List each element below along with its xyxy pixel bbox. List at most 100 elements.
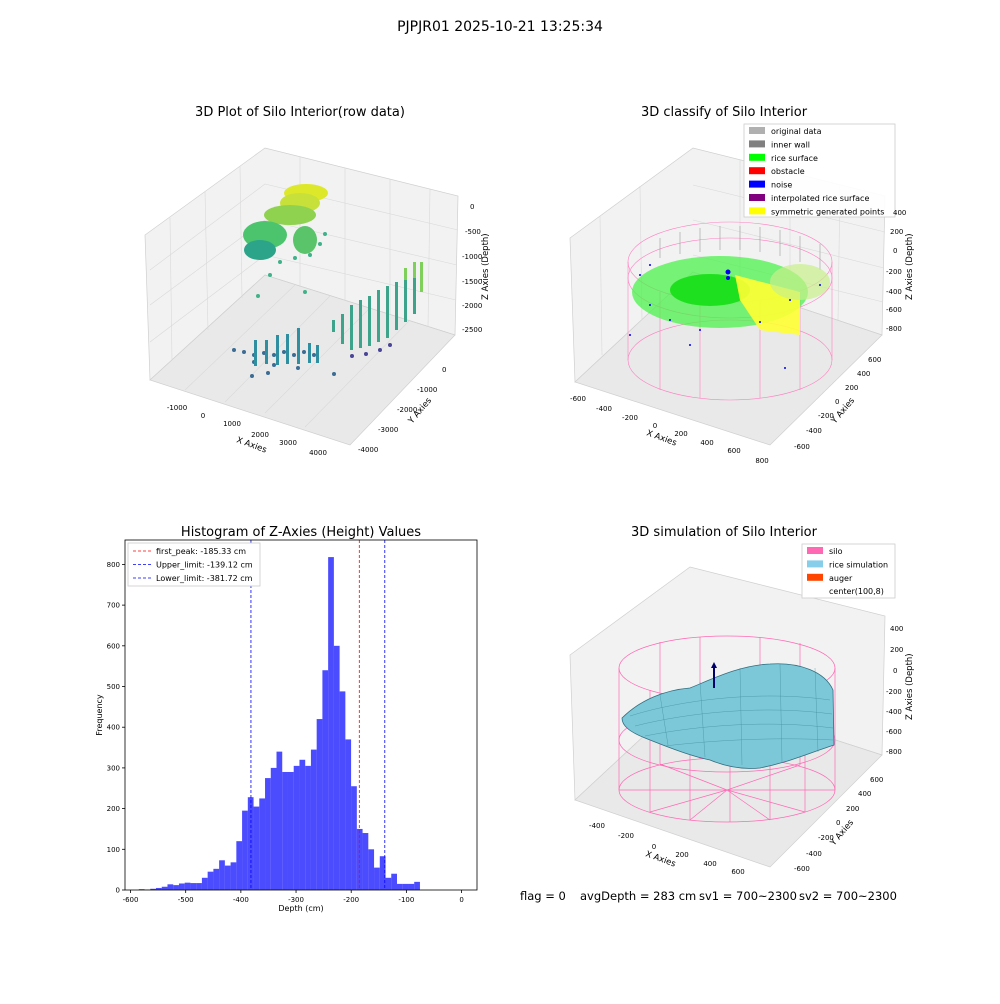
status-sv2: sv2 = 700~2300 <box>799 889 897 903</box>
simulation-xtick-label: 600 <box>731 868 744 876</box>
histogram-xtick-label: -500 <box>178 896 194 904</box>
histogram-ytick-label: 600 <box>107 642 120 650</box>
histogram-bar <box>328 557 334 890</box>
histogram-bar <box>288 772 294 890</box>
simulation-ztick-label: -400 <box>886 708 902 716</box>
histogram-bar <box>259 798 265 890</box>
histogram-bar <box>202 878 208 890</box>
histogram-bar <box>351 786 357 890</box>
simulation-ytick-label: 400 <box>858 790 871 798</box>
histogram-bar <box>340 691 346 890</box>
status-sv1: sv1 = 700~2300 <box>699 889 797 903</box>
status-line: flag = 0 avgDepth = 283 cm sv1 = 700~230… <box>520 889 897 903</box>
histogram-bar <box>386 878 392 890</box>
histogram-ytick-label: 0 <box>116 887 120 895</box>
histogram-ytick-label: 100 <box>107 846 120 854</box>
simulation-zlabel: Z Axies (Depth) <box>905 653 915 720</box>
classify-ztick-label: -400 <box>886 288 902 296</box>
histogram-bar <box>397 884 403 890</box>
classify-legend-swatch <box>749 127 765 134</box>
histogram-bar <box>167 884 173 890</box>
raw-panel-title: 3D Plot of Silo Interior(row data) <box>195 105 405 120</box>
classify-ztick-label: 400 <box>893 209 906 217</box>
classify-ztick-label: 0 <box>893 247 897 255</box>
histogram-ytick-label: 200 <box>107 805 120 813</box>
histogram-bar <box>357 829 363 890</box>
histogram-bar <box>311 750 317 890</box>
classify-xtick-label: 600 <box>727 447 740 455</box>
histogram-bar <box>196 883 202 890</box>
classify-xtick-label: 200 <box>674 430 687 438</box>
raw-xtick-label: 2000 <box>251 431 269 439</box>
raw-xtick-label: -1000 <box>167 404 187 412</box>
classify-legend-label: interpolated rice surface <box>771 194 869 203</box>
histogram-bar <box>213 869 219 890</box>
classify-legend-label: rice surface <box>771 154 818 163</box>
histogram-bar <box>231 862 237 890</box>
raw-data-panel: 3D Plot of Silo Interior(row data) <box>145 105 491 457</box>
simulation-legend-swatch <box>807 547 823 554</box>
raw-zlabel: Z Axies (Depth) <box>481 233 491 300</box>
raw-ztick-label: -1500 <box>462 278 482 286</box>
simulation-ytick-label: -600 <box>794 865 810 873</box>
histogram-bar <box>219 860 225 890</box>
histogram-xtick-label: -400 <box>233 896 249 904</box>
histogram-bar <box>265 778 271 890</box>
simulation-ztick-label: -600 <box>886 728 902 736</box>
simulation-ytick-label: -400 <box>806 850 822 858</box>
histogram-xtick-label: -100 <box>398 896 414 904</box>
classify-legend-label: obstacle <box>771 167 805 176</box>
simulation-ztick-label: -200 <box>886 688 902 696</box>
raw-xtick-label: 4000 <box>309 449 327 457</box>
raw-ytick-label: -3000 <box>378 426 398 434</box>
simulation-ytick-label: 0 <box>836 819 840 827</box>
histogram-bar <box>345 739 351 890</box>
histogram-bar <box>317 719 323 890</box>
histogram-bar <box>271 768 277 890</box>
histogram-bar <box>391 874 397 890</box>
histogram-bar <box>305 766 311 890</box>
simulation-legend-label: auger <box>829 574 853 583</box>
classify-xtick-label: -200 <box>622 414 638 422</box>
classify-ytick-label: -600 <box>794 443 810 451</box>
histogram-bar <box>185 883 191 890</box>
simulation-ytick-label: 200 <box>846 805 859 813</box>
histogram-ytick-label: 300 <box>107 764 120 772</box>
simulation-legend-label: silo <box>829 547 843 556</box>
raw-xtick-label: 3000 <box>279 439 297 447</box>
classify-xtick-label: 800 <box>755 457 768 465</box>
histogram-bar <box>408 884 414 890</box>
status-flag: flag = 0 <box>520 889 566 903</box>
simulation-legend-swatch <box>807 574 823 581</box>
histogram-bar <box>236 841 242 890</box>
simulation-xtick-label: -400 <box>589 822 605 830</box>
simulation-panel-title: 3D simulation of Silo Interior <box>631 525 818 540</box>
histogram-xtick-label: 0 <box>459 896 463 904</box>
raw-ytick-label: 0 <box>442 366 446 374</box>
histogram-bars <box>139 557 420 890</box>
raw-ztick-label: -500 <box>465 228 481 236</box>
raw-ztick-label: 0 <box>470 203 474 211</box>
classify-legend-swatch <box>749 181 765 188</box>
histogram-bar <box>162 887 168 890</box>
raw-ytick-label: -4000 <box>358 446 378 454</box>
histogram-bar <box>277 752 283 890</box>
histogram-xtick-label: -300 <box>288 896 304 904</box>
histogram-xtick-label: -200 <box>343 896 359 904</box>
simulation-xtick-label: 400 <box>703 860 716 868</box>
simulation-ztick-label: 400 <box>890 625 903 633</box>
raw-xtick-label: 1000 <box>223 420 241 428</box>
simulation-legend-label: rice simulation <box>829 560 888 569</box>
classify-xtick-label: -600 <box>570 395 586 403</box>
classify-panel-title: 3D classify of Silo Interior <box>641 105 808 120</box>
simulation-xlabel: X Axies <box>644 849 677 869</box>
raw-ztick-label: -2000 <box>462 302 482 310</box>
histogram-ytick-label: 400 <box>107 724 120 732</box>
raw-ytick-label: -1000 <box>417 386 437 394</box>
classify-ztick-label: 200 <box>890 228 903 236</box>
histogram-bar <box>403 884 409 890</box>
